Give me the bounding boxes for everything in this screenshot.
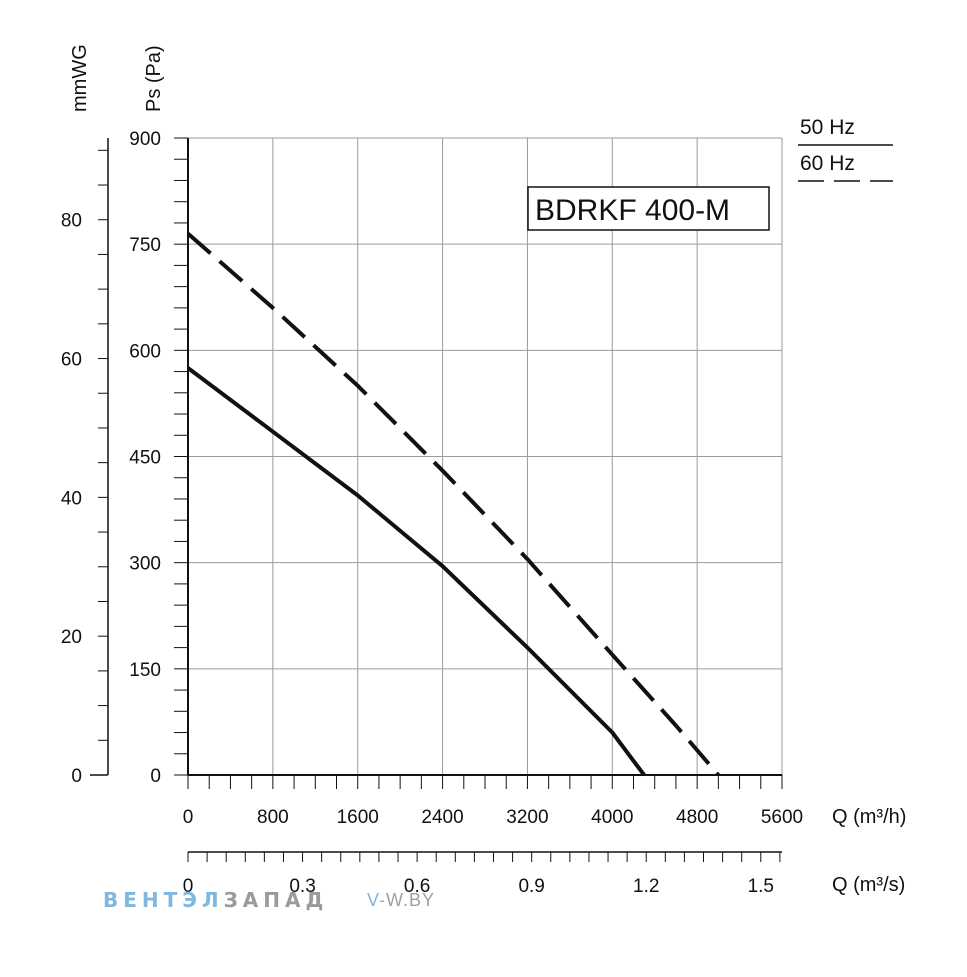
x-tick-label: 0 (183, 807, 194, 828)
axes (90, 138, 782, 853)
y-tick-label: 300 (129, 554, 161, 575)
tick-marks (98, 137, 783, 862)
x-tick-label: 5600 (761, 807, 803, 828)
x2-tick-label: 0.6 (404, 876, 430, 897)
x-tick-label: 2400 (421, 807, 463, 828)
chart-title: BDRKF 400-M (535, 194, 730, 227)
x2-tick-label: 0.3 (289, 876, 315, 897)
x2-tick-label: 0 (183, 876, 194, 897)
x2-tick-label: 0.9 (518, 876, 544, 897)
title-box: BDRKF 400-M (527, 186, 770, 231)
y2-tick-label: 40 (61, 488, 82, 509)
x-tick-label: 800 (257, 807, 289, 828)
y2-tick-label: 0 (71, 766, 82, 787)
x-tick-label: 1600 (337, 807, 379, 828)
series-line-50hz (186, 366, 646, 777)
x2-tick-label: 1.5 (748, 876, 774, 897)
y-tick-label: 0 (150, 766, 161, 787)
x-axis-label: Q (m³/h) (832, 806, 906, 828)
legend-label-60hz: 60 Hz (800, 152, 855, 175)
x-tick-label: 4800 (676, 807, 718, 828)
axis-titles: Ps (Pa) mmWG Q (m³/h) Q (m³/s) (69, 44, 906, 896)
x-tick-label: 4000 (591, 807, 633, 828)
y2-tick-label: 60 (61, 350, 82, 371)
y-tick-label: 600 (129, 341, 161, 362)
series-line-60hz (186, 232, 720, 777)
x-tick-label: 3200 (506, 807, 548, 828)
series-lines (186, 232, 720, 777)
y-tick-label: 150 (129, 660, 161, 681)
legend-label-50hz: 50 Hz (800, 116, 855, 139)
y-tick-label: 750 (129, 235, 161, 256)
y2-axis-label: mmWG (69, 44, 91, 112)
x2-tick-label: 1.2 (633, 876, 659, 897)
x2-axis-label: Q (m³/s) (832, 874, 905, 896)
y2-tick-label: 20 (61, 627, 82, 648)
legend: 50 Hz 60 Hz (798, 116, 893, 182)
grid-lines (188, 137, 783, 775)
y-axis-label: Ps (Pa) (143, 45, 165, 112)
y-tick-label: 450 (129, 448, 161, 469)
watermark-brand: ВЕНТЭЛЗАПАД (103, 888, 329, 912)
y-tick-label: 900 (129, 129, 161, 150)
watermark-site: V-W.BY (367, 890, 436, 910)
y2-tick-label: 80 (61, 211, 82, 232)
